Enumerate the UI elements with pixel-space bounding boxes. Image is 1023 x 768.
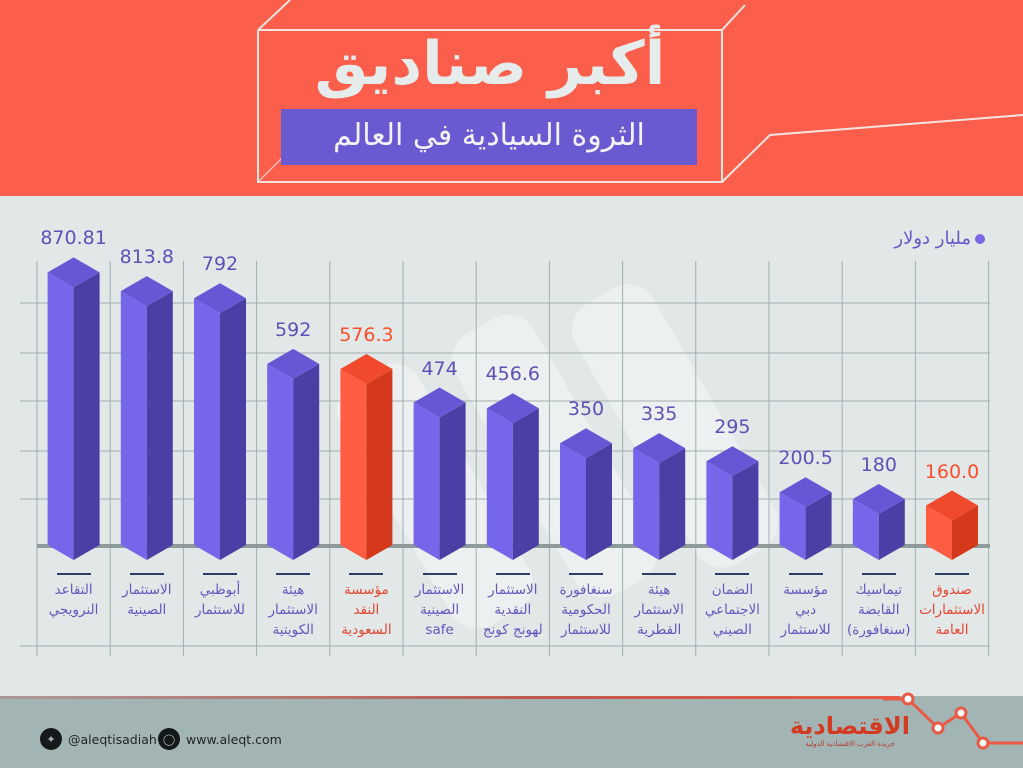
bar-value-label: 456.6 [485, 363, 540, 386]
category-tick [129, 573, 164, 575]
website-link[interactable]: ◯ www.aleqt.com [158, 728, 282, 750]
bar-2 [194, 283, 246, 560]
bar-6 [486, 393, 539, 560]
chart-area: مليار دولار 870.81 التقاعد النرويجي 813.8 ال… [0, 196, 1023, 696]
category-label: هيئة الاستثمار الكويتية [268, 582, 318, 638]
twitter-handle: @aleqtisadiah [68, 731, 157, 747]
category-tick [422, 573, 457, 575]
decorative-box-frame [257, 0, 1023, 183]
category-tick [569, 573, 603, 575]
category-label: الاستثمار الصينية safe [414, 582, 465, 638]
category-label: الاستثمار الصينية [122, 582, 172, 618]
category-tick [495, 573, 530, 575]
bar-value-label: 792 [201, 253, 239, 276]
brand-logo: الاقتصادية جريدة العرب الاقتصادية الدولي… [790, 712, 910, 748]
category-label: التقاعد النرويجي [48, 582, 99, 618]
globe-icon: ◯ [158, 728, 180, 750]
category-tick [861, 573, 896, 575]
bar-10 [779, 477, 832, 560]
category-tick [276, 573, 311, 575]
bar-1 [120, 276, 173, 560]
bar-value-label: 200.5 [778, 447, 833, 470]
brand-tagline: جريدة العرب الاقتصادية الدولية [805, 740, 895, 748]
bar-9 [706, 446, 759, 560]
bar-0 [47, 257, 100, 560]
header-banner: أكبر صناديق الثروة السيادية في العالم [0, 0, 1023, 196]
category-tick [56, 573, 91, 575]
category-label: هيئة الاستثمار القطرية [634, 582, 684, 638]
category-label: مؤسسة النقد السعودية [341, 582, 392, 638]
category-tick [642, 573, 677, 575]
bar-value-label: 180 [860, 453, 897, 476]
chart-title: أكبر صناديق [314, 29, 666, 99]
footer: ✦ @aleqtisadiah ◯ www.aleqt.com الاقتصاد… [0, 692, 1023, 768]
category-label: تيماسيك القابضة (سنغافورة) [847, 582, 911, 638]
bar-value-label: 350 [567, 398, 605, 421]
category-tick [715, 573, 750, 575]
bar-4 [340, 353, 393, 560]
category-label: الضمان الاجتماعي الصيني [704, 582, 760, 638]
category-tick [788, 573, 823, 575]
category-label: سنغافورة الحكومية للاستثمار [559, 582, 613, 638]
category-tick [203, 573, 237, 575]
bar-8 [633, 433, 686, 560]
bar-value-label: 870.81 [40, 227, 107, 250]
bar-5 [413, 387, 466, 560]
bar-value-label: 335 [641, 403, 678, 426]
bar-value-label: 295 [714, 416, 751, 439]
footer-divider [0, 696, 900, 699]
bar-value-label: 474 [421, 357, 458, 380]
category-tick [349, 573, 384, 575]
bar-11 [852, 483, 905, 560]
category-label: الاستثمار النقدية لهونج كونج [482, 582, 543, 638]
bar-3 [267, 348, 320, 560]
category-label: مؤسسة دبي للاستثمار [780, 582, 831, 638]
category-label: أبوظبي للاستثمار [194, 582, 246, 618]
category-tick [935, 573, 969, 575]
legend-label: مليار دولار [894, 228, 971, 249]
trend-line-icon [883, 692, 1023, 750]
twitter-link[interactable]: ✦ @aleqtisadiah [40, 728, 157, 750]
chart-subtitle: الثروة السيادية في العالم [281, 109, 697, 165]
bar-value-label: 160.0 [924, 460, 980, 483]
bar-12 [926, 490, 978, 560]
bar-value-label: 592 [275, 318, 312, 341]
bar-value-label: 813.8 [119, 246, 174, 269]
bar-7 [560, 428, 612, 560]
website-url: www.aleqt.com [186, 731, 282, 747]
twitter-icon: ✦ [40, 728, 62, 750]
brand-name: الاقتصادية [789, 712, 910, 740]
bar-value-label: 576.3 [339, 323, 394, 346]
category-label: صندوق الاستثمارات العامة [919, 582, 985, 638]
chart-grid [20, 257, 990, 656]
legend: مليار دولار [894, 228, 985, 249]
legend-dot-icon [975, 233, 985, 244]
